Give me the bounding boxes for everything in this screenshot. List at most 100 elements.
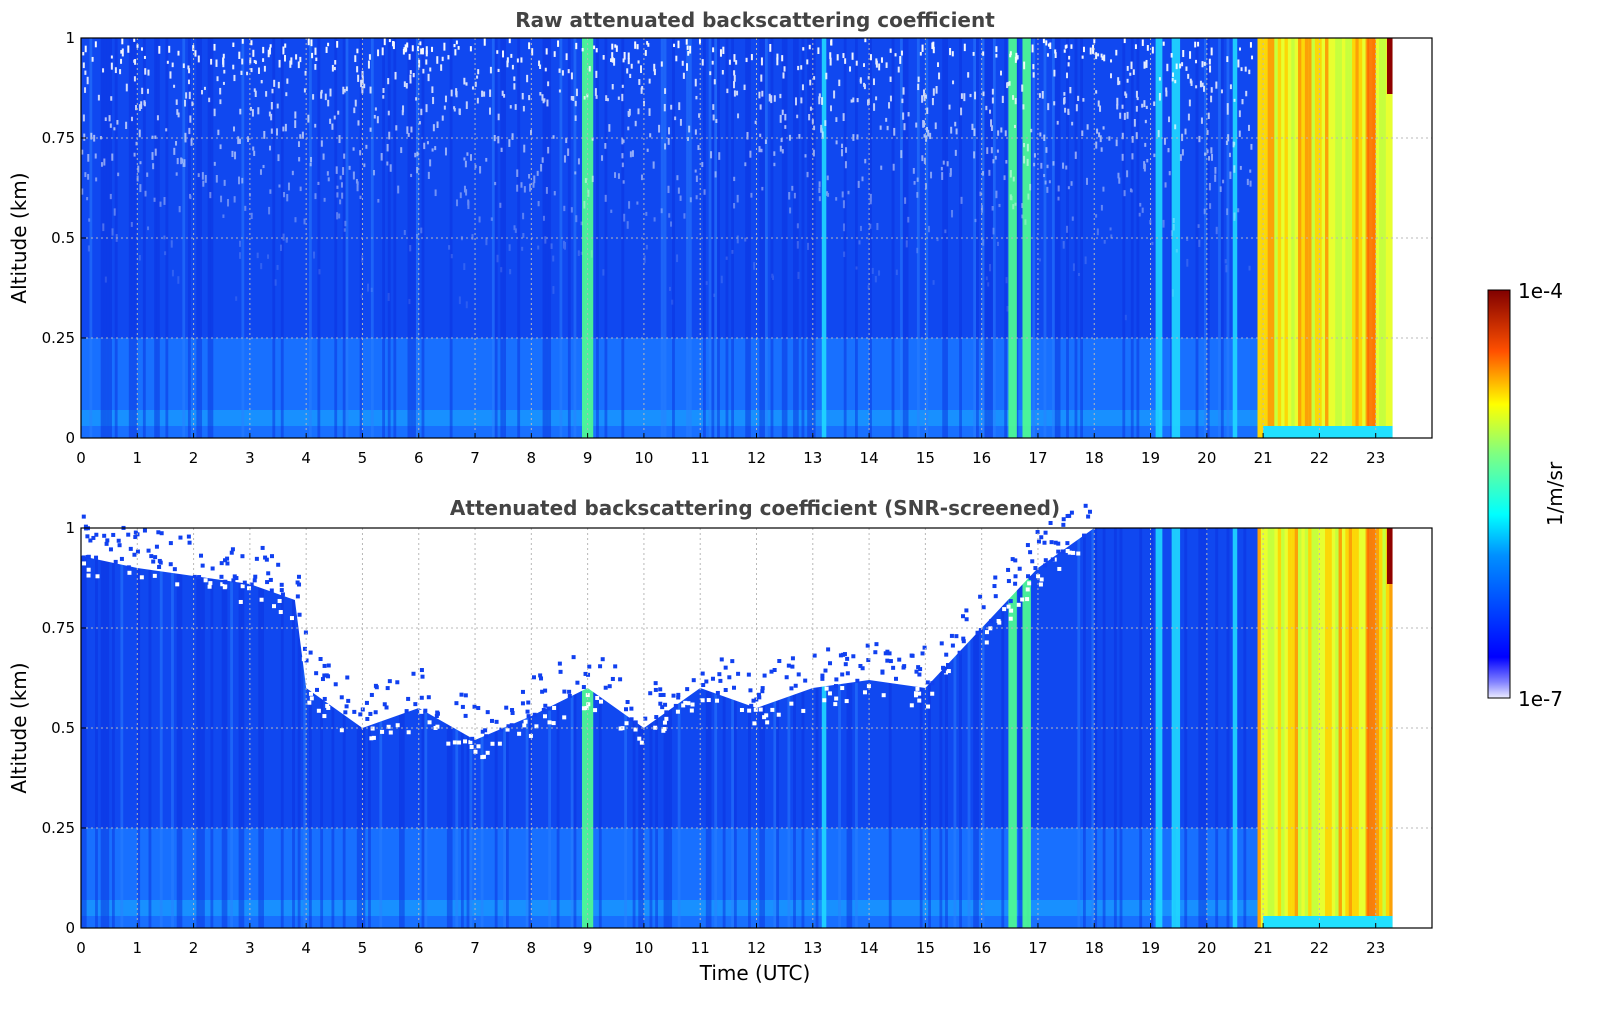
heat-streak [1018, 528, 1022, 928]
noise-speck [1134, 44, 1137, 50]
noise-speck [443, 42, 446, 51]
noise-speck [622, 139, 625, 143]
noise-speck [1041, 90, 1044, 99]
noise-speck [1103, 240, 1106, 244]
noise-speck [1047, 43, 1050, 47]
noise-speck [279, 244, 282, 252]
edge-speck [207, 584, 212, 589]
noise-speck [337, 110, 340, 115]
noise-speck [541, 94, 544, 101]
noise-speck [1226, 103, 1229, 108]
noise-speck [1129, 188, 1132, 193]
noise-speck [411, 45, 414, 52]
heat-streak [187, 38, 191, 438]
noise-speck [183, 159, 186, 167]
noise-speck [574, 171, 577, 175]
noise-speck [314, 64, 317, 70]
noise-speck [817, 47, 820, 54]
noise-speck [1009, 170, 1012, 178]
noise-speck [645, 211, 648, 216]
noise-speck [420, 48, 423, 55]
x-tick-label: 5 [358, 449, 368, 467]
heat-streak [1204, 528, 1207, 928]
edge-speck [891, 665, 896, 670]
edge-speck [352, 709, 357, 714]
noise-speck [942, 160, 945, 165]
noise-speck [565, 137, 568, 144]
noise-speck [529, 183, 532, 192]
noise-speck [640, 87, 643, 94]
noise-speck [485, 237, 488, 246]
edge-speck [247, 586, 252, 591]
edge-speck [888, 659, 893, 664]
edge-speck [208, 581, 213, 586]
noise-speck [973, 151, 976, 159]
edge-speck [586, 702, 591, 707]
edge-speck [897, 657, 902, 662]
noise-speck [389, 164, 392, 172]
noise-speck [893, 127, 896, 136]
noise-speck [1168, 116, 1171, 123]
edge-speck [419, 709, 424, 714]
noise-speck [168, 45, 171, 53]
noise-speck [1067, 108, 1070, 115]
noise-speck [455, 88, 458, 96]
heat-high-streak [1277, 528, 1282, 928]
edge-speck [860, 666, 865, 671]
noise-speck [721, 69, 724, 75]
heat-streak [843, 38, 847, 438]
noise-speck [1186, 258, 1189, 267]
noise-speck [545, 48, 548, 55]
noise-speck [683, 213, 686, 219]
noise-speck [668, 213, 671, 218]
noise-speck [304, 70, 307, 76]
edge-speck [276, 562, 281, 567]
noise-speck [496, 50, 499, 54]
noise-speck [986, 147, 989, 154]
noise-speck [562, 240, 565, 249]
noise-speck [1135, 90, 1138, 98]
noise-speck [268, 206, 271, 215]
noise-speck [1006, 306, 1009, 312]
noise-speck [636, 44, 639, 50]
noise-speck [780, 137, 783, 143]
noise-speck [1165, 87, 1168, 92]
edge-speck [581, 685, 586, 690]
noise-speck [130, 116, 133, 122]
noise-speck [166, 60, 169, 64]
noise-speck [309, 163, 312, 167]
edge-speck [598, 664, 603, 669]
noise-speck [852, 134, 855, 141]
edge-speck [1039, 577, 1044, 582]
noise-speck [791, 185, 794, 191]
noise-speck [1126, 111, 1129, 119]
edge-speck [523, 719, 528, 724]
edge-speck [269, 554, 274, 559]
y-tick-label: 0.5 [51, 719, 75, 737]
x-tick-label: 11 [691, 449, 710, 467]
noise-speck [749, 150, 752, 158]
noise-speck [416, 151, 419, 157]
noise-speck [203, 86, 206, 90]
noise-speck [649, 133, 652, 138]
heat-high-streak [1277, 38, 1282, 438]
noise-speck [520, 182, 523, 188]
edge-speck [1033, 566, 1038, 571]
noise-speck [202, 180, 205, 187]
edge-speck [373, 710, 378, 715]
noise-speck [869, 223, 872, 229]
edge-speck [95, 574, 100, 579]
edge-speck [322, 696, 327, 701]
noise-speck [614, 172, 617, 178]
noise-speck [547, 146, 550, 154]
noise-speck [1185, 66, 1188, 71]
noise-speck [138, 254, 141, 261]
edge-speck [866, 684, 871, 689]
noise-speck [409, 245, 412, 252]
noise-speck [577, 158, 580, 165]
edge-speck [1025, 597, 1030, 602]
noise-speck [1135, 132, 1138, 140]
noise-speck [950, 126, 953, 134]
edge-speck [489, 718, 494, 723]
noise-speck [646, 41, 649, 45]
